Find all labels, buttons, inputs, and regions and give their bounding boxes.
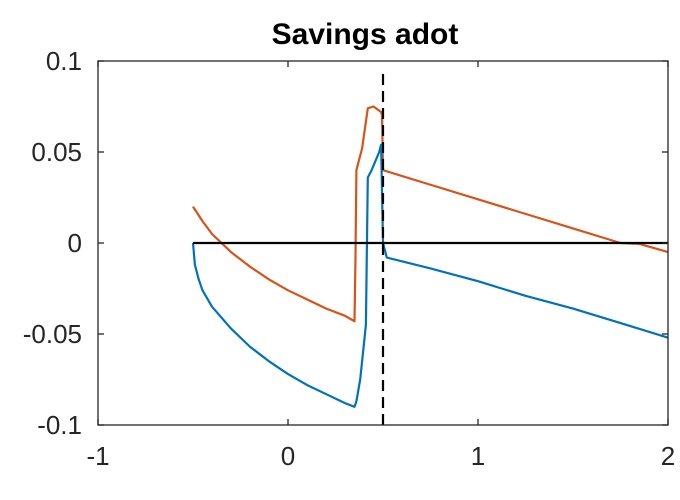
- y-tick-label: 0.05: [31, 137, 82, 167]
- chart-title: Savings adot: [272, 18, 459, 51]
- y-tick-label: -0.05: [23, 319, 82, 349]
- y-tick-label: 0.1: [46, 46, 82, 76]
- y-tick-label: -0.1: [37, 410, 82, 440]
- x-tick-label: 1: [471, 441, 485, 471]
- y-tick-label: 0: [68, 228, 82, 258]
- axis-ticks: -1 0 1 2 -0.1 -0.05 0 0.05 0.1: [23, 46, 676, 471]
- x-tick-label: 0: [281, 441, 295, 471]
- x-tick-label: 2: [661, 441, 675, 471]
- x-tick-label: -1: [86, 441, 109, 471]
- series-line-1: [192, 105, 669, 323]
- series-line-2: [191, 143, 669, 408]
- plot-area: [191, 74, 669, 425]
